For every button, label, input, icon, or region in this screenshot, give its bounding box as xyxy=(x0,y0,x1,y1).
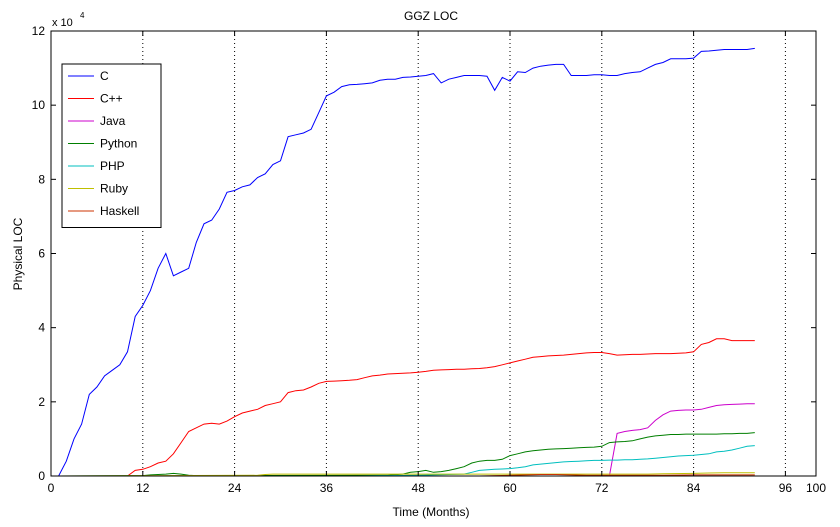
y-exponent: 4 xyxy=(80,11,85,20)
y-tick-label: 0 xyxy=(38,469,45,483)
x-axis-label: Time (Months) xyxy=(393,505,470,519)
x-tick-label: 100 xyxy=(806,481,826,495)
x-tick-label: 0 xyxy=(48,481,55,495)
legend-box xyxy=(61,63,162,228)
y-axis-label: Physical LOC xyxy=(11,217,25,290)
x-tick-label: 12 xyxy=(136,481,150,495)
x-gridlines xyxy=(142,31,786,476)
x-tick-label: 48 xyxy=(412,481,426,495)
y-exponent-base: x 10 xyxy=(52,17,73,29)
legend-label: Haskell xyxy=(100,204,139,218)
series-line-php xyxy=(356,445,755,477)
series-lines xyxy=(58,47,755,477)
y-tick-label: 4 xyxy=(38,321,45,335)
series-line-cpp xyxy=(127,338,755,477)
series-line-c xyxy=(58,47,755,477)
y-tick-label: 12 xyxy=(32,24,46,38)
x-tick-label: 84 xyxy=(687,481,701,495)
x-tick-label: 24 xyxy=(228,481,242,495)
x-tick-label: 60 xyxy=(503,481,517,495)
y-tick-label: 10 xyxy=(32,98,46,112)
y-tick-label: 8 xyxy=(38,172,45,186)
y-tick-label: 2 xyxy=(38,395,45,409)
series-line-python xyxy=(58,432,755,477)
y-tick-label: 6 xyxy=(38,247,45,261)
legend-label: Python xyxy=(100,137,137,151)
legend-label: Ruby xyxy=(100,182,128,196)
chart-title: GGZ LOC xyxy=(404,9,458,23)
series-line-java xyxy=(608,403,755,477)
x-tick-label: 72 xyxy=(595,481,609,495)
x-tick-label: 36 xyxy=(320,481,334,495)
legend-label: PHP xyxy=(100,159,125,173)
legend: C C++ Java Python PHP Ruby Haskell xyxy=(61,63,162,228)
x-tick-label: 96 xyxy=(779,481,793,495)
legend-label: Java xyxy=(100,114,126,128)
legend-label: C xyxy=(100,69,109,83)
legend-label: C++ xyxy=(100,92,123,106)
